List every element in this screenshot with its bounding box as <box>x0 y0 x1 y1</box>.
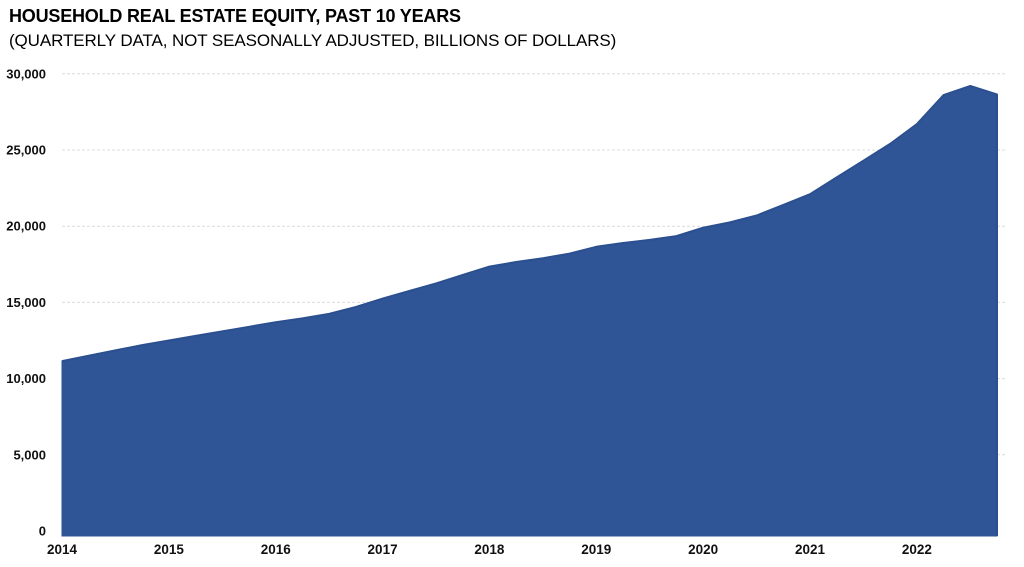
x-axis-tick-label: 2019 <box>581 542 611 557</box>
x-axis-tick-label: 2015 <box>154 542 185 557</box>
y-axis-tick-label: 30,000 <box>6 66 46 81</box>
x-axis-tick-label: 2022 <box>902 542 932 557</box>
chart-title: HOUSEHOLD REAL ESTATE EQUITY, PAST 10 YE… <box>9 6 461 26</box>
y-axis-tick-label: 20,000 <box>6 219 46 234</box>
chart-subtitle: (QUARTERLY DATA, NOT SEASONALLY ADJUSTED… <box>9 31 617 50</box>
x-axis-tick-label: 2021 <box>795 542 826 557</box>
x-axis-tick-label: 2017 <box>368 542 398 557</box>
x-axis-tick-label: 2020 <box>688 542 718 557</box>
equity-area-series <box>61 85 998 537</box>
y-axis-tick-label: 15,000 <box>6 295 46 310</box>
y-axis-tick-label: 5,000 <box>13 447 46 462</box>
equity-area-outline <box>61 85 998 536</box>
y-axis-tick-label: 25,000 <box>6 143 46 158</box>
y-axis-tick-label: 10,000 <box>6 371 46 386</box>
x-axis-tick-label: 2016 <box>261 542 292 557</box>
x-axis-tick-label: 2018 <box>474 542 505 557</box>
x-axis-tick-label: 2014 <box>47 542 78 557</box>
y-axis-tick-label: 0 <box>39 524 46 539</box>
